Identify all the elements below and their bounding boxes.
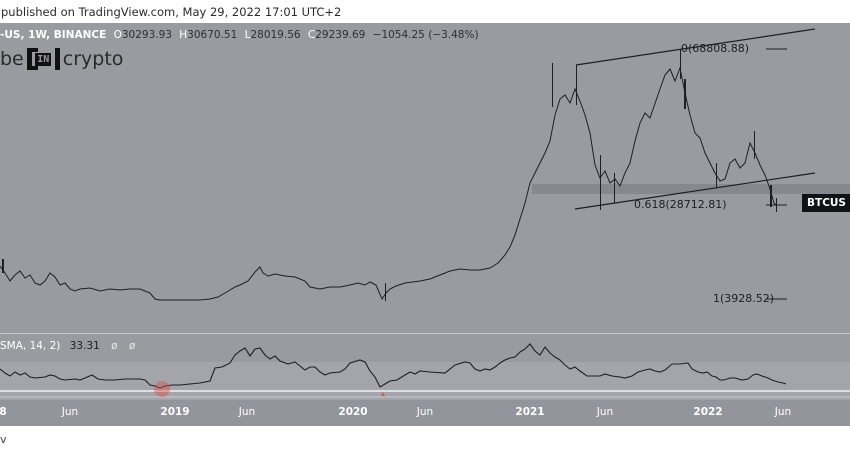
rsi-oversold-marker-2018 (154, 381, 170, 397)
low-value: 28019.56 (250, 29, 301, 41)
support-zone (532, 184, 850, 194)
beincrypto-logo: be IN crypto (0, 48, 124, 70)
symbol-legend: -US, 1W, BINANCE O30293.93 H30670.51 L28… (0, 29, 479, 41)
rsi-label: SMA, 14, 2) (0, 340, 61, 352)
time-axis[interactable]: 8 Jun 2019 Jun 2020 Jun 2021 Jun 2022 Ju… (0, 400, 850, 426)
rsi-oversold-marker-2020 (381, 392, 385, 396)
rsi-value: 33.31 (69, 340, 100, 352)
fib-level-1: 1(3928.52) (713, 292, 775, 305)
channel-upper-line (575, 28, 816, 66)
rsi-band (0, 362, 850, 400)
close-value: 29239.69 (315, 29, 366, 41)
chart-area[interactable]: -US, 1W, BINANCE O30293.93 H30670.51 L28… (0, 23, 850, 426)
rsi-legend: SMA, 14, 2) 33.31 ø ø (0, 340, 136, 352)
high-value: 30670.51 (187, 29, 238, 41)
footer-text: v (0, 433, 7, 446)
fib-level-0: 0(68808.88) (681, 42, 750, 55)
price-chart-svg (0, 28, 850, 400)
published-header: published on TradingView.com, May 29, 20… (0, 0, 850, 23)
fib-level-0618: 0.618(28712.81) (634, 198, 727, 211)
change-value: −1054.25 (−3.48%) (372, 29, 479, 41)
price-tag: BTCUS (802, 194, 850, 212)
candle-wicks (2, 49, 777, 301)
rsi-line (0, 343, 787, 389)
logo-bracket-icon: IN (26, 48, 60, 70)
pane-separator (0, 333, 850, 334)
symbol-name: -US, 1W, BINANCE (0, 29, 107, 41)
open-value: 30293.93 (121, 29, 172, 41)
